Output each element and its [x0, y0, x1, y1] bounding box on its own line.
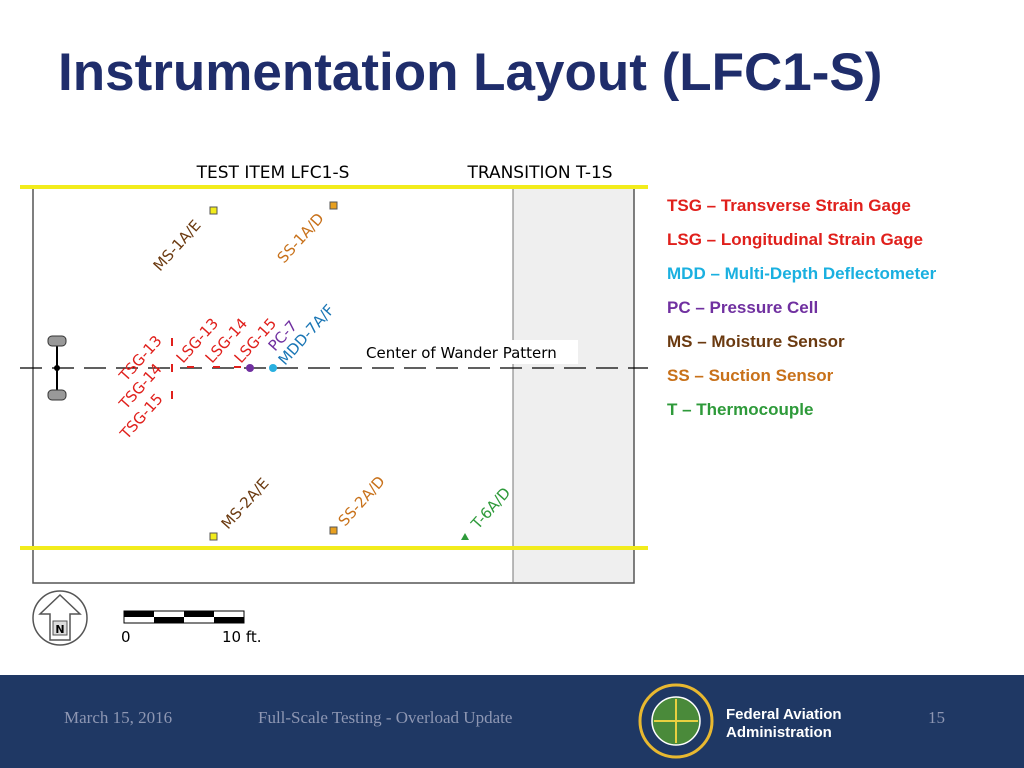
footer-date: March 15, 2016 — [64, 708, 173, 727]
legend: TSG – Transverse Strain Gage LSG – Longi… — [667, 195, 936, 433]
sensor-marker — [246, 364, 254, 372]
footer-agency: Federal Aviation Administration — [726, 706, 842, 742]
north-arrow: N — [32, 590, 88, 646]
scale-start: 0 — [121, 628, 131, 646]
page-number: 15 — [928, 708, 945, 727]
sensor-marker — [269, 364, 277, 372]
legend-item: PC – Pressure Cell — [667, 298, 819, 317]
faa-logo — [638, 683, 714, 759]
footer: March 15, 2016 Full-Scale Testing - Over… — [0, 675, 1024, 768]
section-header: TRANSITION T-1S — [466, 163, 612, 183]
legend-item: T – Thermocouple — [667, 400, 814, 419]
sensor-marker — [209, 532, 218, 541]
sensor-label: MS-1A/E — [150, 216, 205, 274]
legend-item: MS – Moisture Sensor — [667, 332, 845, 351]
gear-icon — [47, 335, 67, 401]
sensor-marker — [209, 206, 218, 215]
sensor-marker — [329, 201, 338, 210]
agency-line: Administration — [726, 724, 832, 741]
sensor-label: MS-2A/E — [218, 474, 273, 532]
legend-item: LSG – Longitudinal Strain Gage — [667, 230, 923, 249]
slide-title: Instrumentation Layout (LFC1-S) — [58, 43, 883, 102]
scale-end: 10 ft. — [222, 628, 262, 646]
layout-diagram: TEST ITEM LFC1-S TRANSITION T-1S Center … — [20, 163, 648, 646]
sensor-label: T-6A/D — [467, 484, 514, 534]
label-bg — [362, 340, 578, 364]
transition-area — [513, 187, 634, 583]
legend-item: TSG – Transverse Strain Gage — [667, 196, 911, 215]
sensor-marker — [461, 533, 469, 540]
center-label: Center of Wander Pattern — [366, 344, 557, 362]
sensor-label: SS-2A/D — [335, 472, 389, 529]
sensor-marker — [329, 526, 338, 535]
legend-item: SS – Suction Sensor — [667, 366, 834, 385]
north-label: N — [55, 623, 64, 636]
footer-event: Full-Scale Testing - Overload Update — [258, 708, 513, 727]
legend-item: MDD – Multi-Depth Deflectometer — [667, 264, 937, 283]
sensor-label: SS-1A/D — [274, 209, 328, 266]
agency-line: Federal Aviation — [726, 706, 842, 723]
strain-gage-markers — [171, 338, 241, 399]
section-header: TEST ITEM LFC1-S — [196, 163, 350, 183]
scale-bar — [123, 610, 245, 624]
